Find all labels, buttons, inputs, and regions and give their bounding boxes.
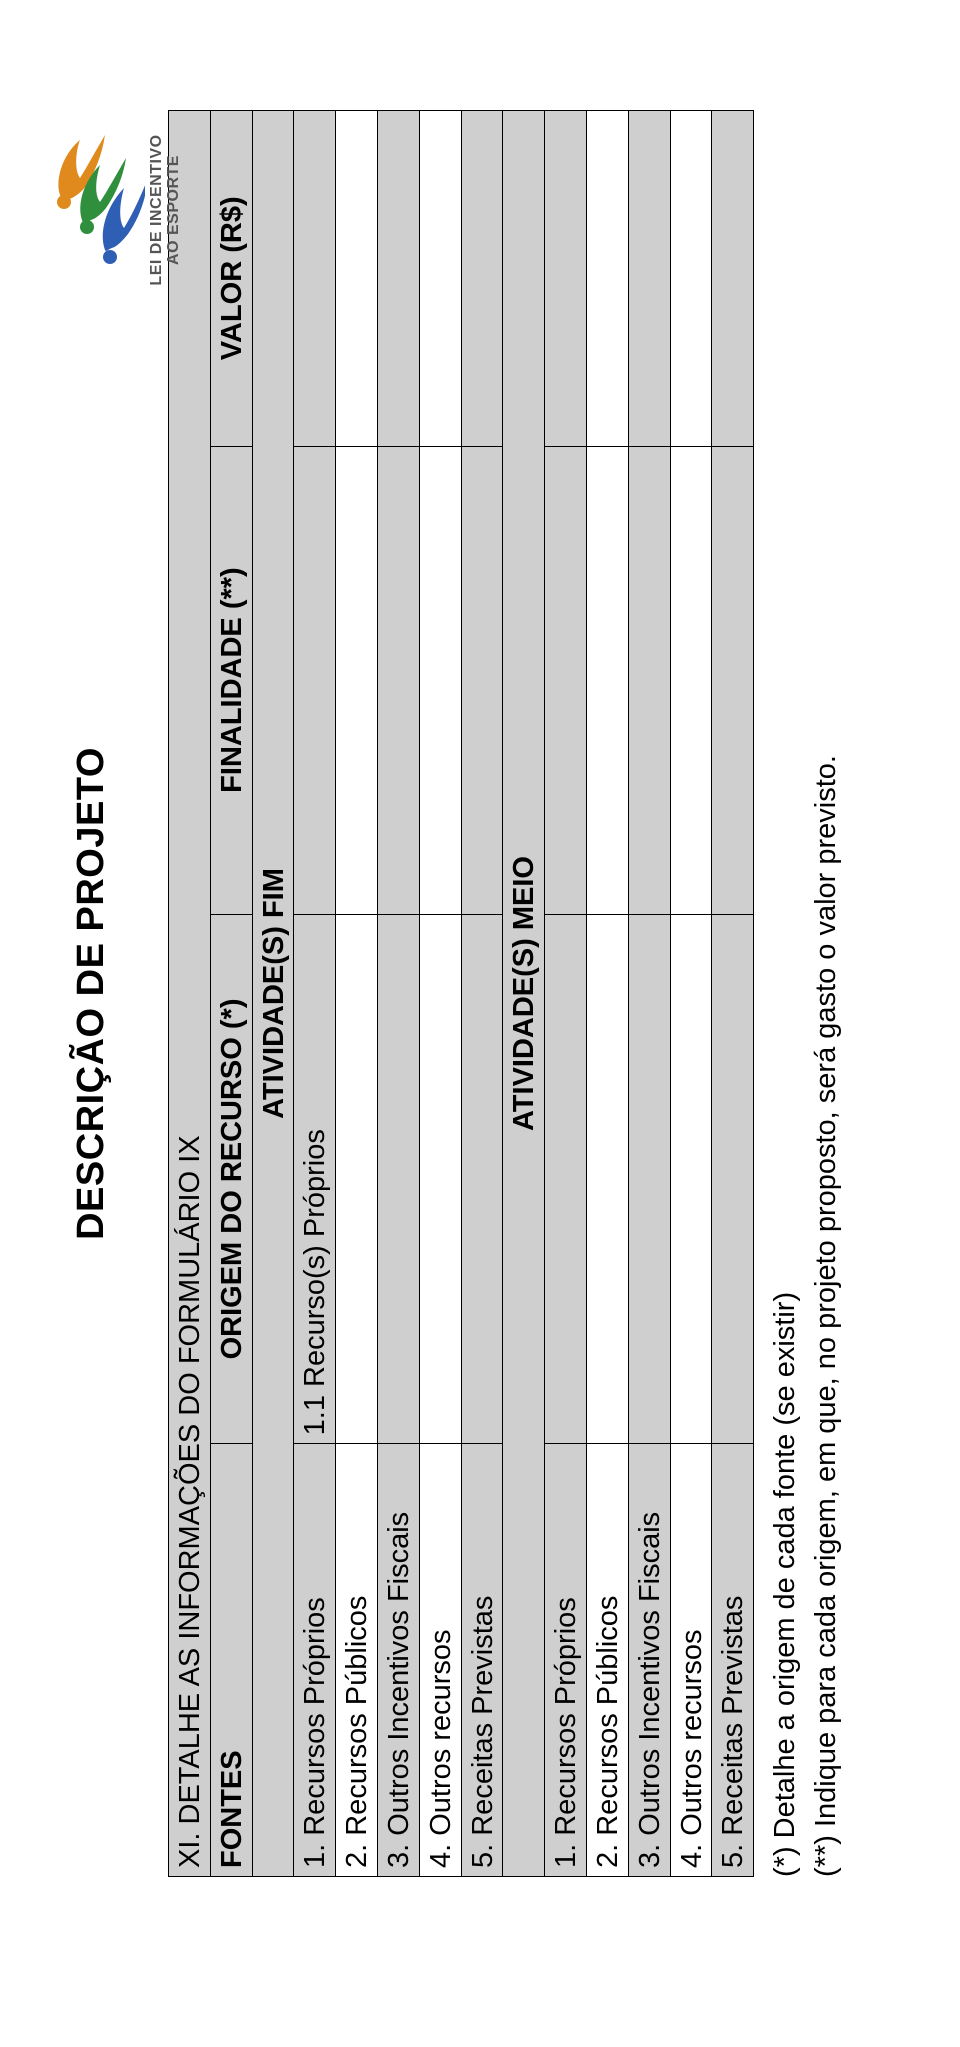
footnotes: (*) Detalhe a origem de cada fonte (se e… bbox=[766, 110, 846, 1877]
logo-line1: LEI DE INCENTIVO bbox=[148, 134, 165, 285]
fim-finalidade-4 bbox=[419, 446, 461, 914]
logo-line2: AO ESPORTE bbox=[166, 110, 183, 310]
fim-valor-4 bbox=[419, 111, 461, 447]
meio-origem-1 bbox=[545, 914, 587, 1444]
fim-finalidade-2 bbox=[336, 446, 378, 914]
fim-origem-2 bbox=[336, 914, 378, 1444]
meio-finalidade-1 bbox=[545, 446, 587, 914]
meio-origem-2 bbox=[586, 914, 628, 1444]
header-valor: VALOR (R$) bbox=[210, 111, 252, 447]
fim-finalidade-5 bbox=[461, 446, 503, 914]
fim-origem-5 bbox=[461, 914, 503, 1444]
header-finalidade: FINALIDADE (**) bbox=[210, 446, 252, 914]
meio-finalidade-5 bbox=[712, 446, 754, 914]
meio-valor-1 bbox=[545, 111, 587, 447]
meio-fonte-1: 1. Recursos Próprios bbox=[545, 1444, 587, 1877]
fim-origem-1: 1.1 Recurso(s) Próprios bbox=[294, 914, 336, 1444]
lei-incentivo-esporte-icon bbox=[50, 130, 145, 290]
fim-fonte-5: 5. Receitas Previstas bbox=[461, 1444, 503, 1877]
fim-fonte-4: 4. Outros recursos bbox=[419, 1444, 461, 1877]
meio-valor-5 bbox=[712, 111, 754, 447]
fim-fonte-1: 1. Recursos Próprios bbox=[294, 1444, 336, 1877]
section-title: XI. DETALHE AS INFORMAÇÕES DO FORMULÁRIO… bbox=[169, 111, 211, 1877]
meio-fonte-5: 5. Receitas Previstas bbox=[712, 1444, 754, 1877]
logo-block: LEI DE INCENTIVO AO ESPORTE bbox=[50, 110, 183, 310]
logo-text: LEI DE INCENTIVO AO ESPORTE bbox=[149, 110, 183, 310]
meio-origem-4 bbox=[670, 914, 712, 1444]
meio-origem-3 bbox=[628, 914, 670, 1444]
header-origem: ORIGEM DO RECURSO (*) bbox=[210, 914, 252, 1444]
fim-valor-2 bbox=[336, 111, 378, 447]
meio-finalidade-2 bbox=[586, 446, 628, 914]
footnote-2: (**) Indique para cada origem, em que, n… bbox=[807, 110, 846, 1877]
meio-valor-2 bbox=[586, 111, 628, 447]
page-title: DESCRIÇÃO DE PROJETO bbox=[70, 110, 113, 1877]
fim-finalidade-3 bbox=[377, 446, 419, 914]
detalhe-formulario-ix-table: XI. DETALHE AS INFORMAÇÕES DO FORMULÁRIO… bbox=[168, 110, 754, 1877]
meio-valor-3 bbox=[628, 111, 670, 447]
group-meio: ATIVIDADE(S) MEIO bbox=[503, 111, 545, 1877]
fim-fonte-2: 2. Recursos Públicos bbox=[336, 1444, 378, 1877]
meio-fonte-2: 2. Recursos Públicos bbox=[586, 1444, 628, 1877]
meio-fonte-3: 3. Outros Incentivos Fiscais bbox=[628, 1444, 670, 1877]
meio-origem-5 bbox=[712, 914, 754, 1444]
fim-valor-3 bbox=[377, 111, 419, 447]
fim-valor-1 bbox=[294, 111, 336, 447]
meio-finalidade-3 bbox=[628, 446, 670, 914]
fim-finalidade-1 bbox=[294, 446, 336, 914]
meio-valor-4 bbox=[670, 111, 712, 447]
header-fontes: FONTES bbox=[210, 1444, 252, 1877]
fim-origem-4 bbox=[419, 914, 461, 1444]
meio-fonte-4: 4. Outros recursos bbox=[670, 1444, 712, 1877]
fim-valor-5 bbox=[461, 111, 503, 447]
group-fim: ATIVIDADE(S) FIM bbox=[252, 111, 294, 1877]
fim-fonte-3: 3. Outros Incentivos Fiscais bbox=[377, 1444, 419, 1877]
meio-finalidade-4 bbox=[670, 446, 712, 914]
footnote-1: (*) Detalhe a origem de cada fonte (se e… bbox=[766, 110, 805, 1877]
fim-origem-3 bbox=[377, 914, 419, 1444]
